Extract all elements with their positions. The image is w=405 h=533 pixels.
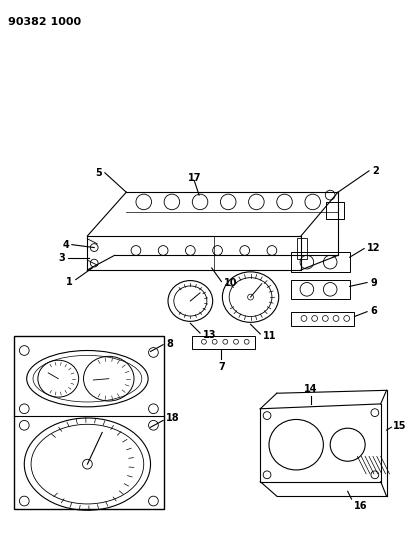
Text: 2: 2 — [371, 166, 378, 176]
Text: 8: 8 — [166, 338, 173, 349]
Bar — [291, 312, 354, 326]
Bar — [296, 238, 306, 259]
Text: 7: 7 — [217, 362, 224, 372]
Text: 1: 1 — [66, 277, 72, 287]
Text: 6: 6 — [369, 306, 376, 316]
Text: 15: 15 — [392, 421, 405, 431]
Text: 17: 17 — [187, 173, 200, 183]
Text: 12: 12 — [366, 243, 379, 253]
Bar — [291, 280, 349, 299]
Text: 10: 10 — [224, 279, 237, 288]
Text: 5: 5 — [95, 168, 102, 178]
Text: 4: 4 — [62, 240, 69, 249]
Bar — [326, 202, 343, 220]
Text: 14: 14 — [303, 384, 317, 394]
Text: 18: 18 — [166, 414, 179, 424]
Text: 90382 1000: 90382 1000 — [8, 18, 81, 27]
Text: 16: 16 — [353, 501, 366, 511]
Bar — [13, 336, 164, 509]
Bar — [192, 336, 255, 349]
Bar — [291, 253, 349, 272]
Text: 9: 9 — [369, 278, 376, 287]
Text: 3: 3 — [58, 253, 65, 263]
Text: 13: 13 — [202, 330, 216, 340]
Text: 11: 11 — [262, 331, 276, 341]
